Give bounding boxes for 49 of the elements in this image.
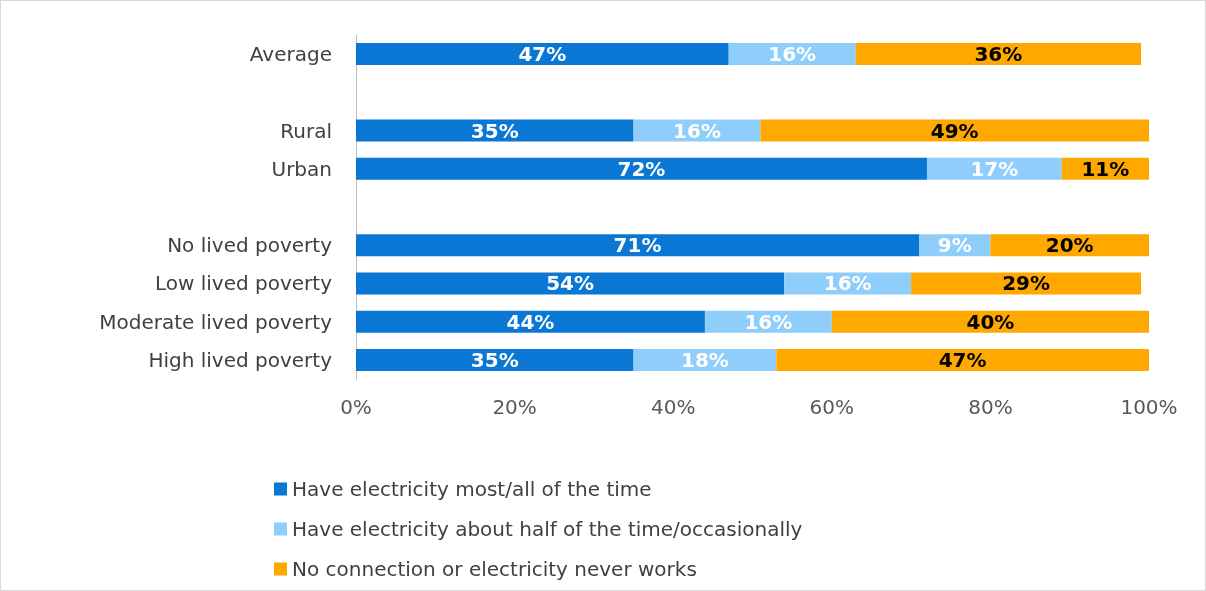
bar	[760, 119, 1149, 142]
bar	[356, 43, 729, 66]
data-label: 16%	[673, 118, 721, 143]
data-label: 49%	[930, 118, 979, 143]
bar	[855, 43, 1142, 66]
data-label: 11%	[1081, 156, 1130, 181]
data-label: 36%	[974, 42, 1023, 67]
data-label: 47%	[938, 347, 987, 372]
data-label: 17%	[970, 156, 1019, 181]
x-tick-label: 80%	[968, 395, 1013, 419]
data-label: 54%	[546, 271, 595, 296]
data-label: 20%	[1045, 233, 1094, 258]
data-label: 44%	[506, 309, 555, 334]
bar	[776, 348, 1149, 371]
legend-label: Have electricity most/all of the time	[292, 477, 652, 501]
bar	[356, 234, 920, 257]
y-tick-label: Average	[249, 42, 332, 67]
bar	[356, 272, 785, 295]
x-tick-label: 40%	[650, 395, 696, 419]
data-label: 9%	[937, 233, 972, 258]
y-tick-label: Low lived poverty	[154, 271, 333, 296]
bar	[356, 119, 634, 142]
x-tick-label: 20%	[492, 395, 537, 419]
legend-label: Have electricity about half of the time/occasionally	[292, 517, 803, 541]
bar	[911, 272, 1142, 295]
x-tick-label: 60%	[809, 395, 855, 419]
data-label: 35%	[470, 118, 519, 143]
bar	[831, 310, 1149, 333]
y-tick-label: Urban	[271, 156, 332, 181]
x-tick-label: 100%	[1120, 395, 1178, 419]
bar	[356, 310, 705, 333]
data-label: 40%	[966, 309, 1015, 334]
data-label: 18%	[680, 347, 729, 372]
legend-label: No connection or electricity never works	[292, 557, 697, 581]
y-tick-label: Rural	[280, 118, 332, 143]
data-label: 29%	[1002, 271, 1051, 296]
data-label: 16%	[744, 309, 793, 334]
data-label: 47%	[518, 42, 567, 67]
y-tick-label: High lived poverty	[148, 347, 333, 372]
y-tick-label: No lived poverty	[167, 233, 333, 258]
bar	[356, 157, 927, 180]
data-label: 72%	[617, 156, 666, 181]
data-label: 35%	[470, 347, 519, 372]
data-label: 16%	[823, 271, 872, 296]
data-label: 16%	[768, 42, 817, 67]
bar	[356, 348, 634, 371]
data-label: 71%	[613, 233, 662, 258]
x-tick-label: 0%	[340, 395, 372, 419]
y-tick-label: Moderate lived poverty	[99, 309, 333, 334]
